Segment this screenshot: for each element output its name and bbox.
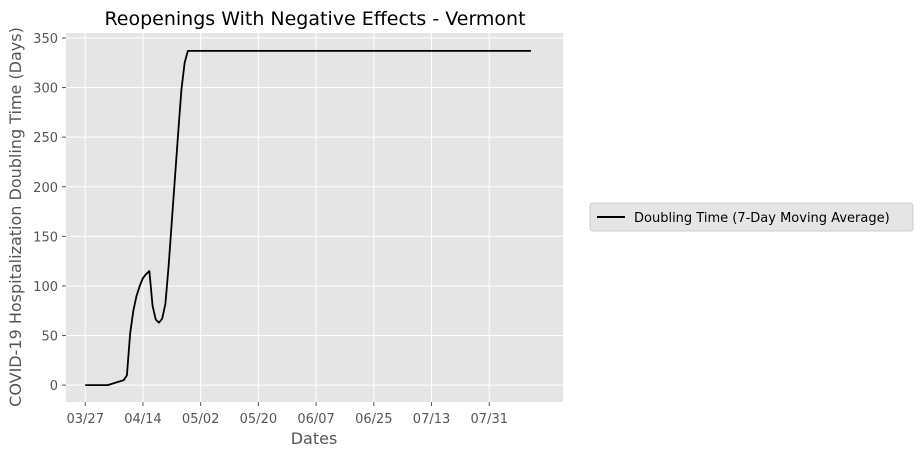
y-tick-label: 350 xyxy=(33,32,58,47)
x-axis-title: Dates xyxy=(291,429,338,448)
x-tick-label: 05/02 xyxy=(182,412,219,427)
plot-area xyxy=(66,33,563,402)
y-axis-title: COVID-19 Hospitalization Doubling Time (… xyxy=(6,27,25,407)
y-tick-label: 200 xyxy=(33,181,58,196)
series-line xyxy=(85,49,531,387)
x-tick-label: 05/20 xyxy=(240,412,277,427)
x-tick-label: 06/25 xyxy=(355,412,392,427)
y-tick-label: 50 xyxy=(41,330,58,345)
x-tick-label: 04/14 xyxy=(124,412,161,427)
y-tick-label: 300 xyxy=(33,82,58,97)
legend-label: Doubling Time (7-Day Moving Average) xyxy=(634,211,890,226)
x-tick-label: 06/07 xyxy=(297,412,334,427)
y-tick-label: 150 xyxy=(33,230,58,245)
y-tick-label: 0 xyxy=(50,379,58,394)
grid-lines xyxy=(66,33,563,402)
x-tick-label: 03/27 xyxy=(67,412,104,427)
x-axis: 03/27 04/14 05/02 05/20 06/07 06/25 07/13 07/31 xyxy=(67,402,508,427)
y-tick-label: 250 xyxy=(33,131,58,146)
chart-title: Reopenings With Negative Effects - Vermo… xyxy=(104,8,525,30)
y-tick-label: 100 xyxy=(33,280,58,295)
series-layer xyxy=(85,49,531,387)
legend-box xyxy=(589,202,914,232)
y-axis: 0 50 100 150 200 250 300 350 xyxy=(33,32,66,394)
x-tick-label: 07/13 xyxy=(413,412,450,427)
legend: Doubling Time (7-Day Moving Average) xyxy=(589,202,914,232)
x-tick-label: 07/31 xyxy=(471,412,508,427)
